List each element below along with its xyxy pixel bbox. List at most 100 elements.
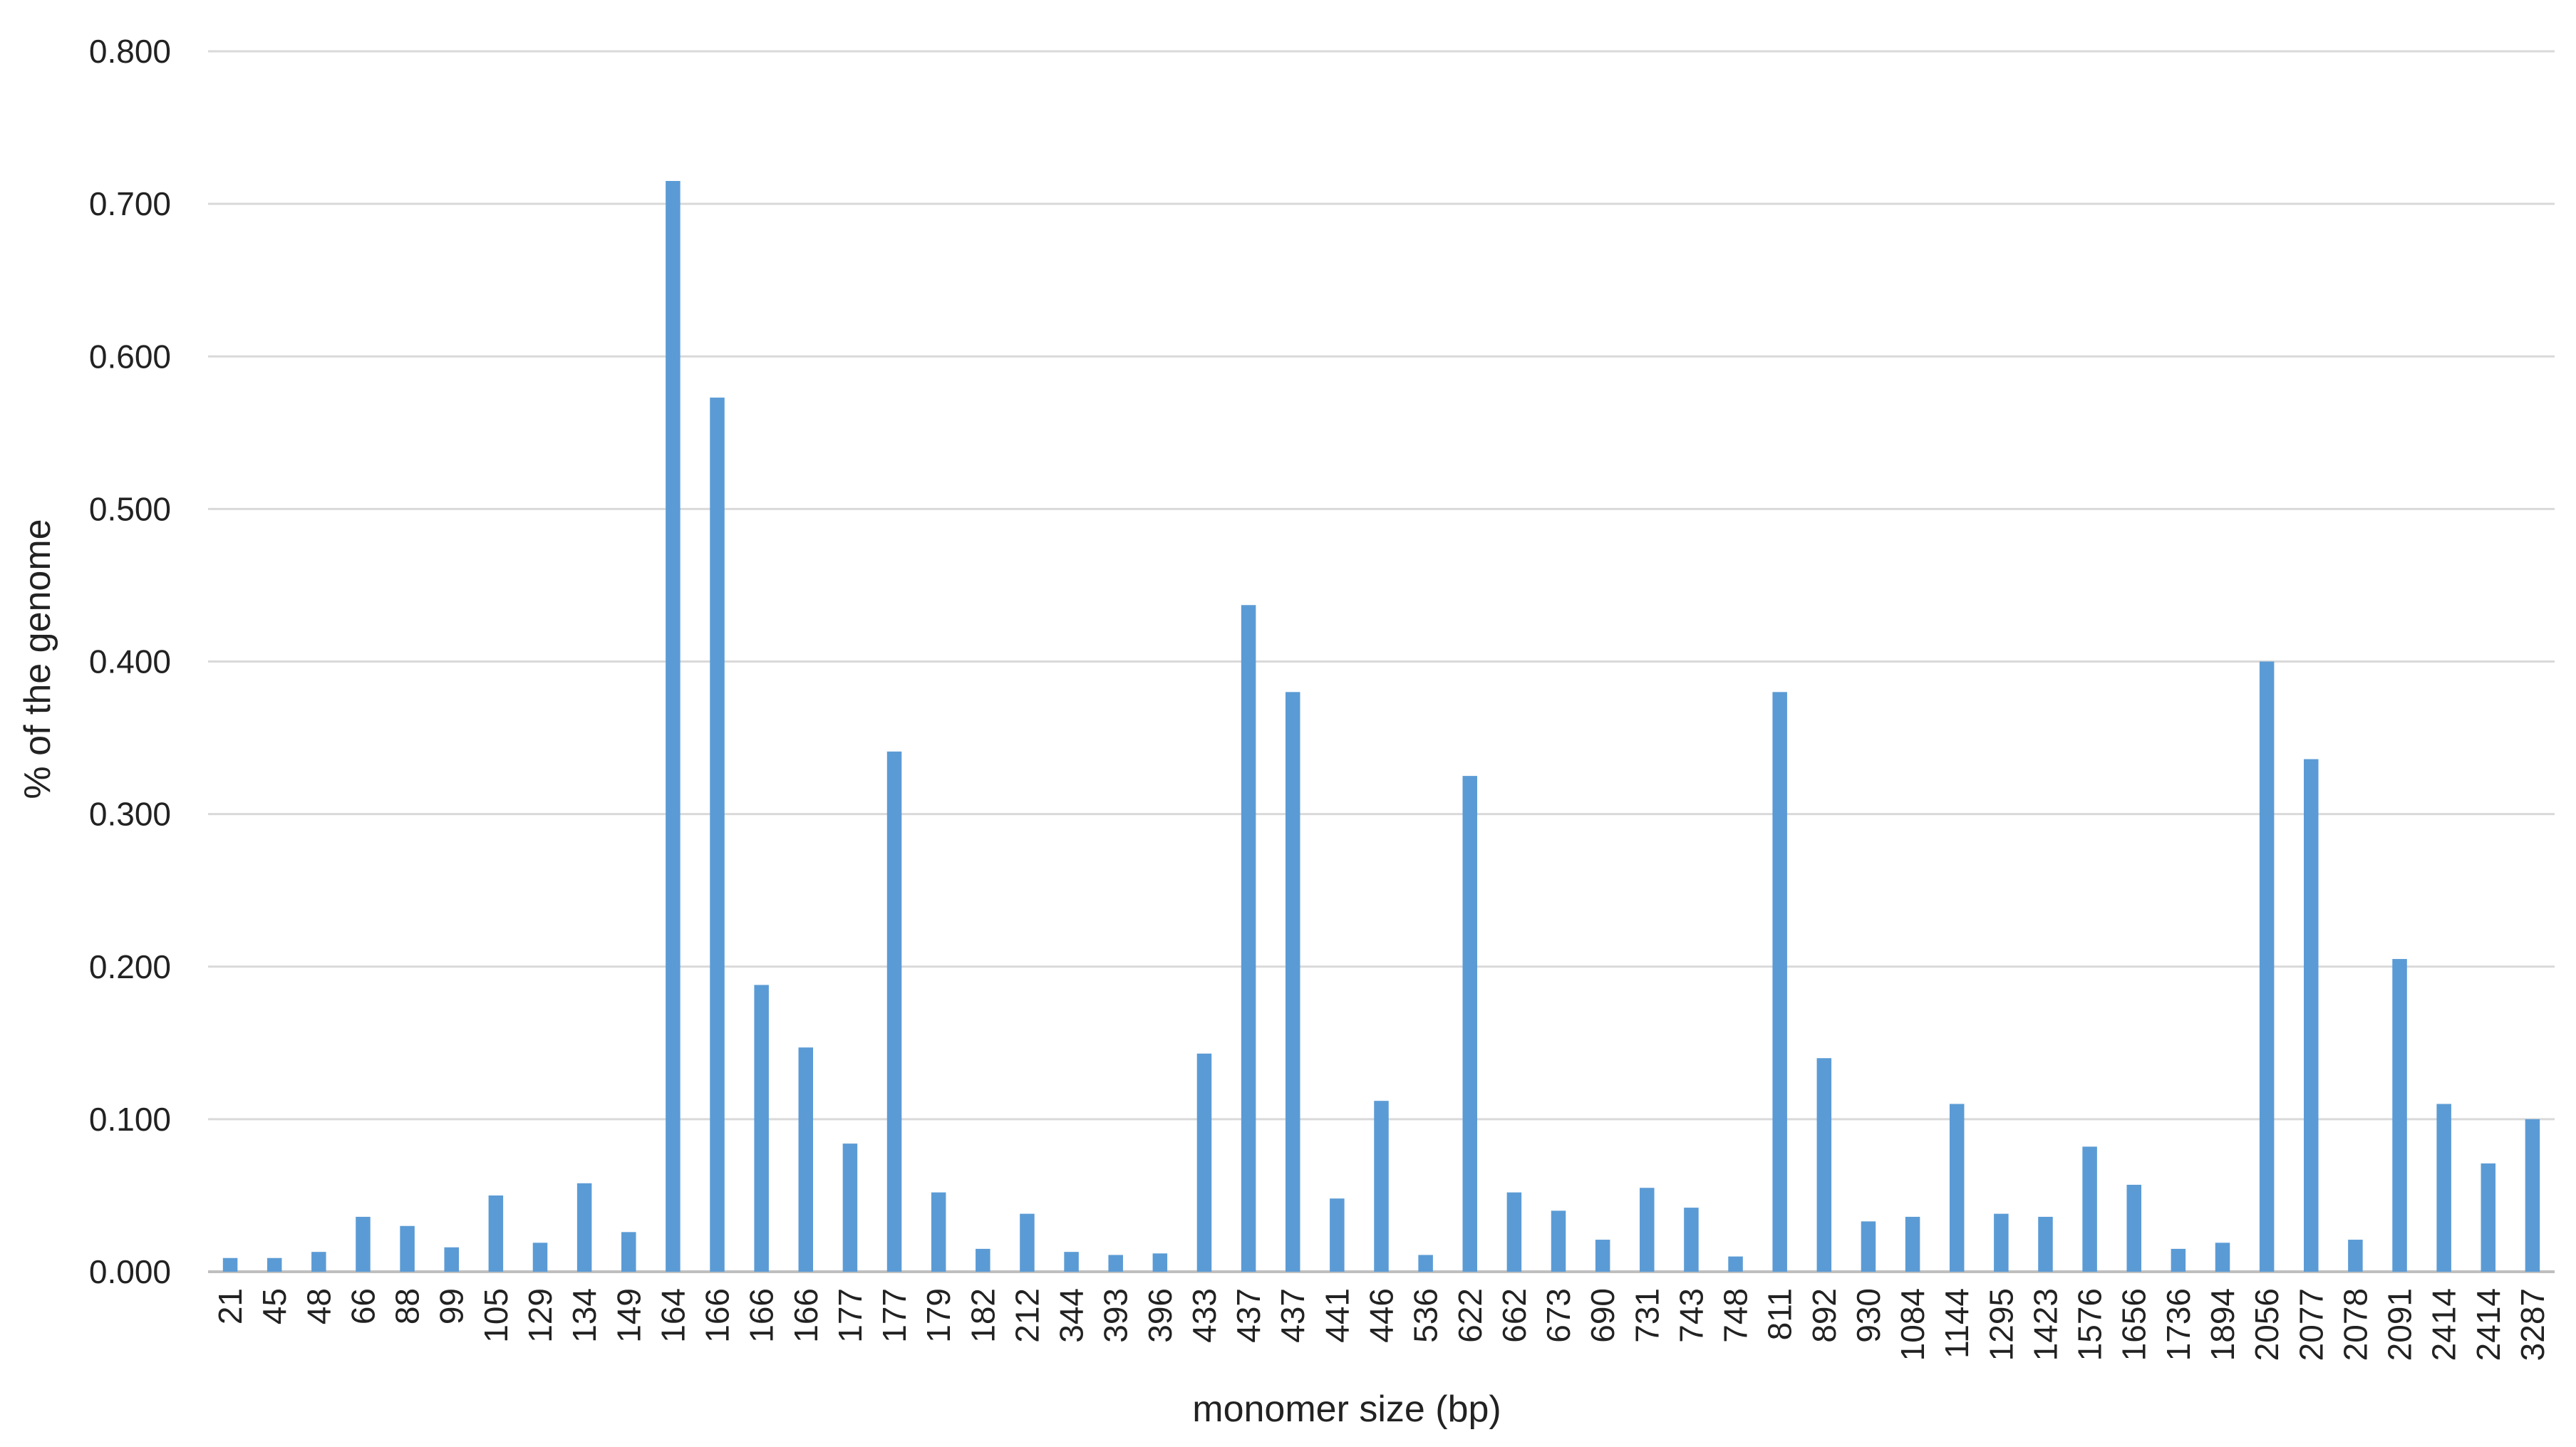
bar	[2436, 1104, 2451, 1272]
x-tick-label: 134	[566, 1288, 603, 1343]
bar	[2304, 759, 2319, 1272]
bar	[576, 1183, 592, 1272]
x-tick-label: 88	[389, 1288, 426, 1324]
x-tick-label: 1423	[2027, 1288, 2064, 1361]
y-axis-ticks: 0.000 0.100 0.200 0.300 0.400 0.500 0.600 0.700…	[89, 33, 171, 1290]
x-tick-label: 129	[522, 1288, 559, 1343]
bar	[2525, 1119, 2540, 1272]
bar	[1816, 1058, 1832, 1272]
y-tick-label: 0.700	[89, 185, 171, 222]
x-tick-label: 1295	[1982, 1288, 2019, 1361]
bar	[1595, 1240, 1610, 1272]
bar	[2038, 1216, 2053, 1272]
y-tick-label: 0.100	[89, 1101, 171, 1138]
x-tick-label: 662	[1496, 1288, 1533, 1343]
x-tick-label: 731	[1628, 1288, 1665, 1343]
bar	[2348, 1240, 2363, 1272]
x-tick-label: 2414	[2470, 1288, 2507, 1361]
bar	[1861, 1221, 1876, 1272]
bar	[488, 1195, 504, 1272]
bar	[976, 1248, 990, 1272]
bar	[1285, 692, 1300, 1272]
x-tick-label: 673	[1540, 1288, 1577, 1343]
x-tick-label: 690	[1584, 1288, 1621, 1343]
y-tick-label: 0.200	[89, 948, 171, 985]
x-tick-label: 396	[1142, 1288, 1179, 1343]
bar	[1241, 605, 1256, 1272]
bar	[400, 1225, 415, 1272]
x-tick-label: 166	[743, 1288, 780, 1343]
bar	[1640, 1188, 1655, 1272]
bar	[1374, 1101, 1389, 1272]
bar	[1949, 1104, 1965, 1272]
x-tick-label: 1656	[2116, 1288, 2153, 1361]
x-tick-label: 1894	[2204, 1288, 2241, 1361]
x-tick-label: 177	[876, 1288, 913, 1343]
bar	[1152, 1253, 1168, 1272]
x-tick-label: 21	[212, 1288, 249, 1324]
y-tick-label: 0.300	[89, 796, 171, 833]
x-tick-label: 45	[256, 1288, 293, 1324]
bar	[2481, 1163, 2496, 1272]
bar	[222, 1257, 238, 1272]
bar	[532, 1243, 548, 1272]
bar	[1994, 1213, 2009, 1272]
y-tick-label: 0.400	[89, 643, 171, 680]
x-tick-label: 2414	[2426, 1288, 2463, 1361]
x-tick-label: 748	[1717, 1288, 1754, 1343]
x-tick-label: 393	[1097, 1288, 1134, 1343]
bar	[2126, 1184, 2141, 1272]
bar	[1506, 1192, 1522, 1272]
x-tick-label: 179	[920, 1288, 957, 1343]
x-tick-label: 166	[787, 1288, 824, 1343]
bar	[1772, 692, 1787, 1272]
x-tick-label: 930	[1850, 1288, 1887, 1343]
bar	[1196, 1053, 1212, 1272]
bar	[311, 1252, 326, 1272]
x-tick-label: 1736	[2160, 1288, 2197, 1361]
x-tick-label: 743	[1672, 1288, 1709, 1343]
bar	[2171, 1248, 2186, 1272]
x-tick-label: 2078	[2337, 1288, 2374, 1361]
x-tick-label: 48	[300, 1288, 337, 1324]
x-tick-label: 446	[1363, 1288, 1400, 1343]
x-tick-label: 105	[477, 1288, 514, 1343]
x-tick-label: 1576	[2071, 1288, 2109, 1361]
bar	[2392, 959, 2407, 1272]
x-tick-label: 536	[1407, 1288, 1444, 1343]
bar	[1330, 1198, 1345, 1272]
bar	[842, 1143, 858, 1272]
bar	[710, 398, 725, 1272]
x-tick-label: 1084	[1894, 1288, 1931, 1361]
x-tick-label: 344	[1053, 1288, 1090, 1343]
bar	[1462, 776, 1478, 1272]
y-tick-label: 0.800	[89, 33, 171, 70]
x-axis-label: monomer size (bp)	[1192, 1389, 1501, 1430]
bar	[2259, 661, 2275, 1272]
bar	[2082, 1146, 2097, 1272]
x-tick-label: 2091	[2381, 1288, 2419, 1361]
bar	[1728, 1256, 1743, 1272]
bar	[1551, 1210, 1566, 1272]
x-tick-label: 441	[1318, 1288, 1355, 1343]
bars	[222, 181, 2540, 1272]
x-tick-label: 149	[610, 1288, 647, 1343]
y-tick-label: 0.000	[89, 1253, 171, 1290]
y-axis-label: % of the genome	[17, 519, 58, 799]
x-tick-label: 2077	[2292, 1288, 2329, 1361]
bar	[621, 1232, 636, 1272]
x-tick-label: 1144	[1938, 1288, 1975, 1359]
bar	[1418, 1255, 1433, 1272]
bar	[666, 181, 681, 1272]
bar	[2215, 1243, 2230, 1272]
gridlines	[208, 50, 2555, 1273]
y-tick-label: 0.500	[89, 490, 171, 527]
x-tick-label: 177	[832, 1288, 869, 1343]
y-tick-label: 0.600	[89, 338, 171, 375]
x-tick-label: 433	[1186, 1288, 1223, 1343]
x-axis-ticks: 21 45 48 66 88 99 105 129 134 149 164 166 166 166 177 1…	[212, 1288, 2551, 1361]
bar	[754, 985, 769, 1272]
x-tick-label: 2056	[2248, 1288, 2285, 1361]
bar	[267, 1257, 282, 1272]
